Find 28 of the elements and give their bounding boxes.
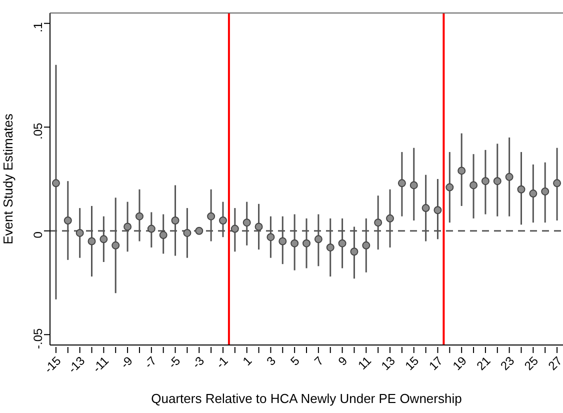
- x-tick-label: 25: [522, 353, 542, 374]
- x-tick-label: 3: [264, 353, 279, 368]
- x-tick-label: -9: [118, 353, 136, 372]
- x-tick-label: -3: [189, 353, 208, 372]
- x-tick-label: 19: [450, 353, 470, 374]
- x-tick-label: 9: [335, 353, 350, 368]
- x-axis-title: Quarters Relative to HCA Newly Under PE Ownership: [151, 391, 462, 406]
- x-tick-label: 13: [378, 353, 398, 374]
- x-tick-label: 21: [474, 353, 494, 374]
- y-tick-label: .05: [31, 122, 45, 140]
- x-tick-label: -13: [65, 353, 88, 376]
- x-tick-label: 17: [426, 353, 446, 374]
- y-tick-label: 0: [31, 231, 45, 238]
- x-tick-label: -1: [213, 353, 231, 372]
- y-tick-label: -.05: [31, 328, 45, 349]
- x-tick-label: 11: [355, 353, 374, 372]
- x-tick-label: 15: [402, 353, 422, 374]
- x-tick-label: 1: [240, 353, 255, 368]
- x-tick-label: -15: [42, 353, 64, 376]
- y-axis-title: Event Study Estimates: [0, 113, 16, 244]
- x-tick-label: 5: [288, 353, 303, 368]
- x-tick-label: -11: [90, 353, 112, 376]
- y-tick-label: .1: [31, 22, 45, 32]
- x-tick-label: 23: [498, 353, 518, 374]
- x-tick-label: -7: [142, 353, 160, 372]
- x-tick-label: -5: [166, 353, 184, 372]
- x-tick-label: 27: [545, 353, 563, 374]
- x-tick-label: 7: [312, 353, 326, 368]
